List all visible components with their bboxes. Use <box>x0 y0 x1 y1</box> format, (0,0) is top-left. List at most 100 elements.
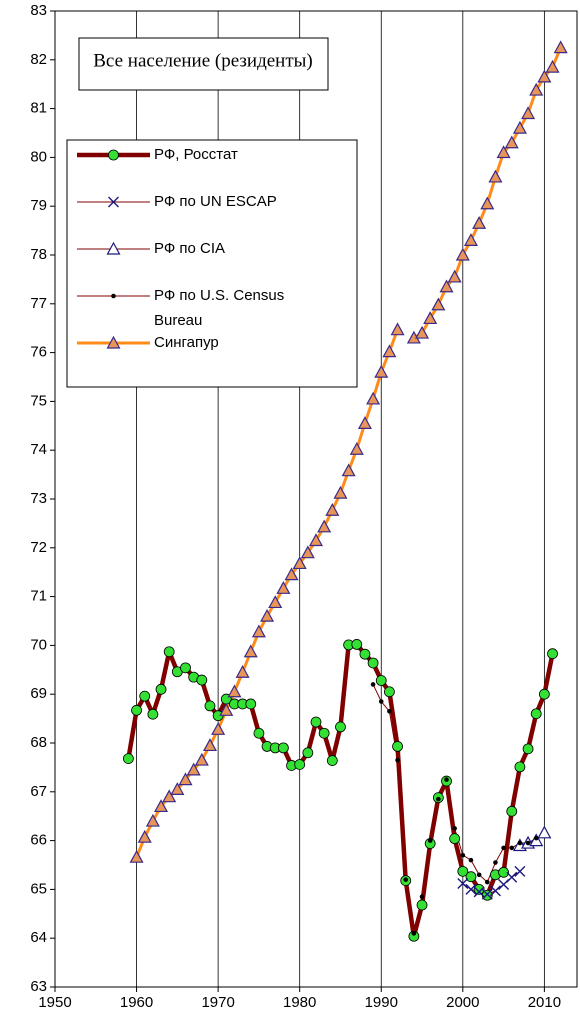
marker <box>431 297 446 311</box>
marker <box>463 233 478 246</box>
marker <box>284 567 299 581</box>
marker <box>538 688 550 700</box>
legend-label: Сингапур <box>154 334 219 351</box>
marker <box>162 789 177 803</box>
marker <box>444 777 449 782</box>
y-tick-label: 66 <box>30 832 47 849</box>
marker <box>387 708 392 714</box>
legend-marker <box>106 335 121 349</box>
marker <box>245 698 257 710</box>
title-box <box>78 37 329 91</box>
y-tick-label: 76 <box>30 344 47 361</box>
marker <box>155 683 167 695</box>
marker <box>131 704 142 716</box>
y-tick-label: 65 <box>30 880 47 897</box>
marker <box>517 840 523 846</box>
y-tick-label: 70 <box>30 636 47 653</box>
y-tick-label: 72 <box>30 539 47 556</box>
marker <box>423 311 438 325</box>
marker <box>211 722 226 735</box>
y-tick-label: 67 <box>30 783 47 800</box>
y-tick-label: 82 <box>30 51 47 68</box>
marker <box>202 738 217 752</box>
marker <box>493 860 498 865</box>
marker <box>335 721 346 733</box>
marker <box>533 835 539 841</box>
marker <box>154 799 169 813</box>
marker <box>476 872 482 878</box>
marker <box>436 796 441 802</box>
x-tick-label: 1990 <box>365 994 398 1011</box>
marker <box>521 106 536 120</box>
marker <box>349 441 364 455</box>
marker <box>411 931 417 936</box>
marker <box>235 664 250 678</box>
y-tick-label: 80 <box>30 148 47 165</box>
marker <box>170 782 185 795</box>
marker <box>472 216 487 229</box>
marker <box>359 648 371 660</box>
marker <box>506 805 518 817</box>
marker <box>374 364 389 378</box>
marker <box>481 888 493 900</box>
marker <box>366 391 381 405</box>
marker <box>375 675 387 686</box>
marker <box>260 608 275 622</box>
legend-marker <box>111 293 116 299</box>
marker <box>496 145 511 159</box>
x-tick-label: 2000 <box>446 994 479 1011</box>
y-tick-label: 75 <box>30 392 47 409</box>
marker <box>525 840 531 846</box>
marker <box>351 639 363 650</box>
y-tick-label: 73 <box>30 490 47 507</box>
marker <box>498 866 509 878</box>
marker <box>300 545 315 559</box>
marker <box>147 708 159 720</box>
marker <box>292 556 307 570</box>
legend-label: РФ, Росстат <box>154 146 238 163</box>
x-tick-label: 1950 <box>38 994 71 1011</box>
marker <box>416 899 428 911</box>
y-tick-label: 81 <box>30 100 47 117</box>
marker <box>318 727 330 739</box>
y-tick-label: 83 <box>30 2 47 19</box>
x-tick-label: 1970 <box>201 994 234 1011</box>
marker <box>457 878 469 890</box>
marker <box>473 884 485 895</box>
marker <box>484 879 490 885</box>
y-tick-label: 78 <box>30 246 47 263</box>
legend-marker <box>108 196 119 208</box>
marker <box>277 742 289 754</box>
marker <box>253 727 265 739</box>
y-tick-label: 71 <box>30 588 47 605</box>
x-tick-label: 2010 <box>528 994 561 1011</box>
marker <box>403 877 409 882</box>
marker <box>419 894 425 900</box>
marker <box>501 845 506 851</box>
marker <box>186 762 201 776</box>
marker <box>465 883 477 895</box>
marker <box>276 581 291 594</box>
marker <box>180 662 191 674</box>
marker <box>196 674 208 686</box>
marker <box>537 69 552 83</box>
marker <box>227 684 242 698</box>
marker <box>488 169 503 183</box>
marker <box>530 708 542 720</box>
marker <box>390 322 405 336</box>
marker <box>395 757 400 763</box>
marker <box>251 624 266 638</box>
marker <box>194 752 209 766</box>
marker <box>294 759 306 770</box>
marker <box>506 871 518 883</box>
marker <box>333 485 348 499</box>
chart-title: Все население (резиденты) <box>93 50 312 71</box>
x-tick-label: 1980 <box>283 994 316 1011</box>
marker <box>163 646 175 658</box>
marker <box>439 279 454 293</box>
marker <box>460 852 466 858</box>
marker <box>367 657 379 669</box>
marker <box>370 682 376 687</box>
marker <box>341 463 356 477</box>
